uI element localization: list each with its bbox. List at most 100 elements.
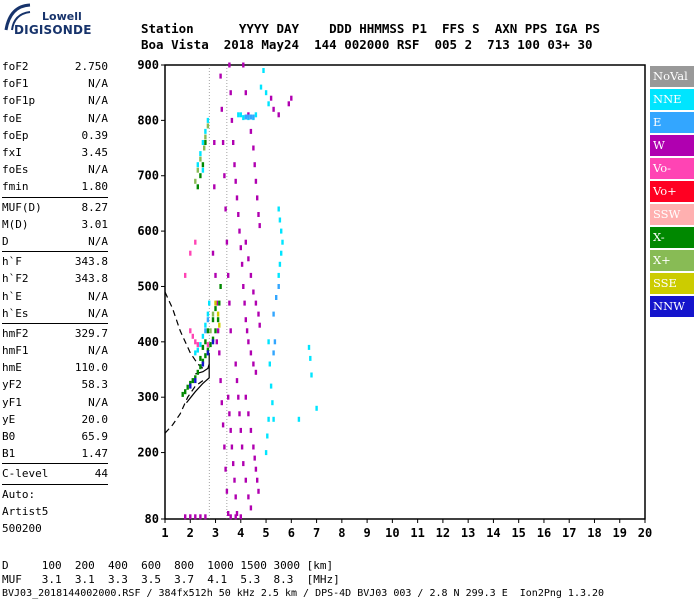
echo-point [256,477,259,483]
param-value: 3.01 [81,217,109,231]
echo-point [278,217,282,223]
echo-point [203,145,206,151]
echo-point [201,344,205,350]
digisonde-logo: Lowell DIGISONDE [0,0,120,45]
echo-point [252,145,255,151]
x-tick-label: 20 [638,526,652,540]
echo-point [272,311,275,317]
echo-point [228,62,231,68]
x-tick-label: 18 [587,526,601,540]
echo-point [277,206,280,212]
echo-point [213,184,216,190]
echo-point [209,328,212,334]
param-row: yE 20.0 [2,411,108,428]
echo-point [233,162,236,168]
echo-point [191,378,194,384]
echo-point [204,140,207,145]
echo-point [249,427,253,433]
echo-point [257,488,260,494]
param-value: N/A [88,163,108,177]
echo-point [211,336,215,342]
profile-curves [164,291,210,434]
header-labels: Station YYYY DAY DDD HHMMSS P1 FFS S AXN… [141,21,601,36]
echo-point [196,342,199,348]
echo-point [280,228,283,234]
echo-point [257,311,260,317]
param-value: N/A [88,234,108,248]
echo-point [186,384,189,390]
series-vo [184,239,210,350]
series-sse [214,300,221,328]
echo-point [259,84,263,90]
param-name: foF1p [2,94,36,108]
echo-point [181,391,184,397]
param-value: 1.47 [81,447,109,461]
param-row: foF1 N/A [2,75,108,92]
echo-point [297,416,301,422]
param-name: yF1 [2,395,22,409]
echo-point [239,427,242,433]
y-tick-label: 600 [137,224,159,238]
echo-point [273,339,277,345]
legend-item-vo: Vo+ [650,181,694,202]
x-tick-label: 8 [338,526,345,540]
echo-point [206,347,210,353]
param-value: 343.8 [74,255,108,269]
echo-point [247,256,250,262]
param-row: foEs N/A [2,161,108,178]
echo-point [196,167,199,173]
plot-grid [208,65,228,519]
echo-point [277,272,280,278]
echo-point [272,350,275,356]
y-tick-label: 800 [137,113,159,127]
profile-curve [164,291,206,372]
echo-point [215,300,218,306]
echo-point [189,514,192,520]
echo-point [239,245,242,251]
echo-point [247,494,250,500]
echo-point [204,134,207,140]
echo-point [229,427,232,433]
param-name: yF2 [2,378,22,392]
echo-point [189,328,192,334]
echo-point [244,394,247,400]
legend-item-nne: NNE [650,89,694,110]
echo-point [204,322,207,328]
echo-point [211,339,215,345]
echo-point [238,228,241,234]
x-tick-label: 12 [436,526,450,540]
echo-point [216,311,220,317]
echo-point [239,514,242,520]
echo-point [267,339,270,345]
x-tick-label: 19 [613,526,627,540]
echo-point [223,173,226,179]
echo-point [234,514,237,520]
logo-line2: DIGISONDE [14,23,92,37]
echo-point [201,358,205,364]
echo-point [229,514,232,520]
echo-point [277,284,280,289]
echo-point [221,422,225,428]
echo-point [194,178,197,184]
echo-point [214,328,217,334]
legend-item-x: X- [650,227,694,248]
echo-point [237,394,240,400]
param-name: MUF(D) [2,200,42,214]
echo-point [230,117,234,123]
plot-axes [161,64,646,523]
echo-point [252,114,255,120]
echo-point [201,333,205,339]
header: Station YYYY DAY DDD HHMMSS P1 FFS S AXN… [141,21,600,53]
param-name: hmF2 [2,326,29,340]
echo-point [244,90,247,96]
echo-point [227,394,230,400]
echo-point [242,461,245,467]
echo-point [225,488,229,494]
x-tick-label: 15 [511,526,525,540]
param-name: Auto: [2,487,36,501]
param-row: Auto: [2,486,108,503]
param-row: fmin 1.80 [2,178,108,195]
echo-point [218,350,221,356]
echo-point [223,444,226,450]
echo-point [307,344,311,350]
